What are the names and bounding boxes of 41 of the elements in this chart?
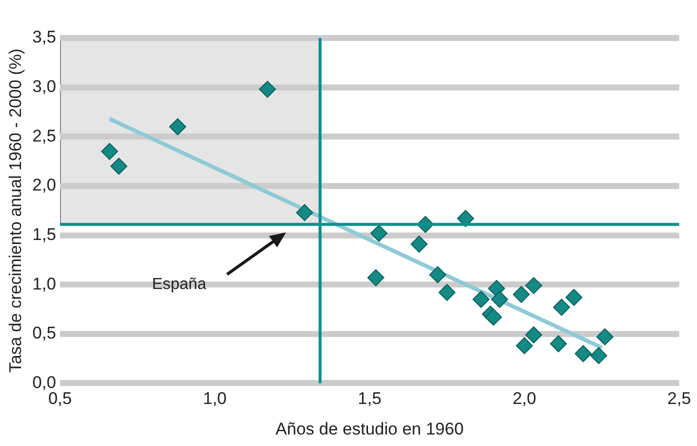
point — [169, 118, 186, 136]
point — [596, 328, 614, 346]
y-axis-title: Tasa de crecimiento anual 1960 - 2000 (%) — [6, 48, 25, 373]
x-tick-label: 1,0 — [203, 389, 227, 408]
x-tick-label: 2,0 — [512, 389, 536, 408]
point — [296, 204, 314, 222]
point — [101, 142, 118, 160]
x-tick-label: 2,5 — [667, 389, 692, 408]
point — [410, 236, 428, 253]
point — [457, 210, 474, 227]
y-tick-label: 2,5 — [32, 126, 56, 146]
point — [590, 347, 608, 364]
point — [429, 266, 446, 284]
point — [110, 158, 128, 175]
annotation: España — [152, 276, 206, 293]
point — [512, 286, 530, 303]
y-tick-label: 0,0 — [32, 372, 56, 392]
point — [491, 290, 508, 308]
point — [565, 288, 582, 306]
point — [367, 269, 384, 286]
point — [438, 284, 456, 301]
y-tick-label: 2,0 — [32, 176, 56, 195]
point — [525, 277, 542, 294]
x-axis-title: Años de estudio en 1960 — [276, 419, 464, 438]
x-tick-label: 1,5 — [358, 389, 382, 408]
x-tick-label: 0,5 — [48, 389, 72, 408]
y-tick-label: 1,0 — [32, 274, 56, 294]
point — [484, 308, 502, 326]
point — [516, 337, 533, 354]
point — [574, 345, 592, 362]
point — [550, 335, 567, 352]
y-tick-label: 3,5 — [32, 28, 56, 47]
y-tick-label: 0,5 — [32, 324, 56, 343]
point — [488, 280, 506, 298]
point — [370, 224, 388, 242]
y-tick-label: 1,5 — [32, 224, 56, 244]
point — [472, 290, 490, 308]
point — [553, 298, 570, 316]
point — [525, 326, 542, 344]
y-tick-label: 3,0 — [32, 77, 56, 96]
point — [258, 80, 276, 98]
